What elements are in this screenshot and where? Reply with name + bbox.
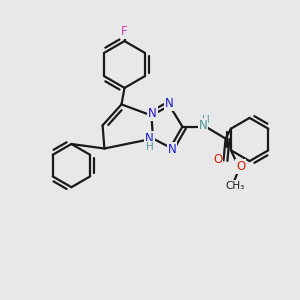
Text: F: F [121,25,128,38]
Text: H: H [202,115,210,125]
Text: N: N [145,131,154,145]
Text: O: O [213,153,222,167]
Text: N: N [167,143,176,156]
Text: F: F [121,25,128,38]
Text: N: N [199,119,208,132]
Text: O: O [236,160,245,173]
Text: H: H [146,142,153,152]
Text: N: N [165,97,174,110]
Text: CH₃: CH₃ [225,181,244,191]
Text: N: N [148,106,157,120]
